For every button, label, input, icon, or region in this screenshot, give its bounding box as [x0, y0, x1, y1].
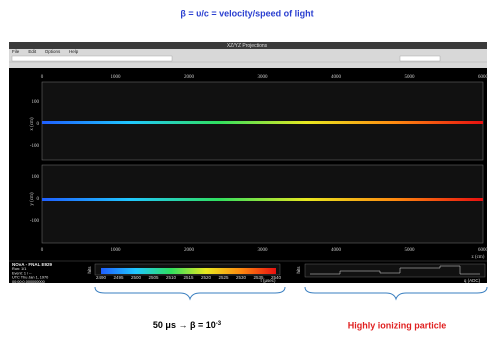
z-tick-label: 1000: [111, 75, 122, 80]
menu-item[interactable]: Help: [69, 49, 79, 54]
menu-item[interactable]: Options: [45, 49, 61, 54]
y-tick-label: -100: [30, 219, 40, 224]
brace: [305, 287, 487, 299]
timing-tick: 2500: [131, 275, 142, 280]
timing-tick: 2540: [271, 275, 282, 280]
z-tick-label: 6000: [478, 248, 489, 253]
caption: 50 μs → β = 10-3: [153, 320, 222, 330]
axis-label: hits: [296, 266, 301, 274]
brace: [95, 287, 285, 299]
caption-main: 50 μs → β = 10: [153, 320, 216, 330]
caption: Highly ionizing particle: [348, 320, 447, 330]
y-tick-label: -100: [30, 144, 40, 149]
z-tick-label: 2000: [184, 75, 195, 80]
z-tick-label: 3000: [258, 248, 269, 253]
timing-tick: 2495: [113, 275, 124, 280]
event-selector[interactable]: [12, 56, 172, 61]
caption-exponent: -3: [216, 321, 222, 327]
axis-label: q (ADC): [464, 278, 481, 283]
z-tick-label: 6000: [478, 75, 489, 80]
xz-track: [42, 121, 483, 124]
z-tick-label: 2000: [184, 248, 195, 253]
timing-tick: 2510: [166, 275, 177, 280]
axis-label: z (cm): [472, 255, 485, 260]
timing-tick: 2505: [148, 275, 159, 280]
timing-tick: 2525: [218, 275, 229, 280]
z-tick-label: 1000: [111, 248, 122, 253]
timing-tick: 2515: [183, 275, 194, 280]
axis-label: hits: [87, 266, 92, 274]
yz-track: [42, 198, 483, 201]
timing-tick: 2520: [201, 275, 212, 280]
slide-title: β = υ/c = velocity/speed of light: [180, 8, 313, 18]
window: [9, 42, 487, 283]
slide: β = υ/c = velocity/speed of light XZ/YZ …: [0, 0, 495, 343]
menu-item[interactable]: Edit: [28, 49, 37, 54]
timing-tick: 2535: [253, 275, 264, 280]
timing-tick: 2530: [236, 275, 247, 280]
axis-label: x (cm): [30, 117, 35, 131]
z-tick-label: 4000: [331, 75, 342, 80]
z-tick-label: 3000: [258, 75, 269, 80]
axis-label: y (cm): [30, 192, 35, 206]
y-tick-label: 100: [32, 100, 40, 105]
window-title: XZ/YZ Projections: [227, 43, 268, 49]
z-tick-label: 4000: [331, 248, 342, 253]
timing-tick: 2490: [96, 275, 107, 280]
info-line: 00:00:0.000000000: [12, 280, 45, 284]
yz-panel: [42, 165, 483, 243]
run-field[interactable]: [400, 56, 440, 61]
z-tick-label: 5000: [405, 75, 416, 80]
timing-bars: [101, 268, 276, 274]
menu-item[interactable]: File: [12, 49, 20, 54]
y-tick-label: 100: [32, 175, 40, 180]
z-tick-label: 5000: [405, 248, 416, 253]
